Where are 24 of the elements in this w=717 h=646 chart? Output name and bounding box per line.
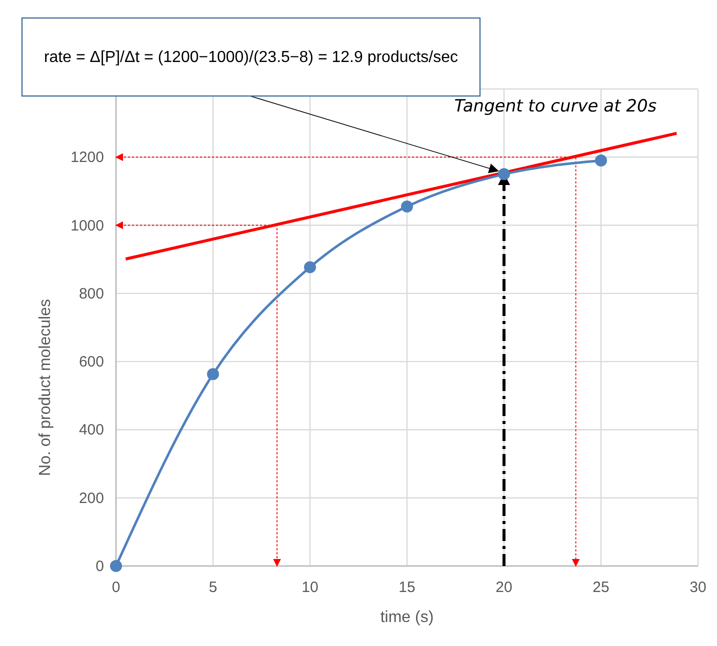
text: rate = Δ[P]/Δt = (1200−1000)/(23.5−8) = 12.9 products/sec	[44, 49, 458, 66]
point	[401, 200, 413, 213]
point	[110, 560, 122, 572]
x-tick-label: 30	[690, 579, 706, 596]
x-tick-label: 20	[496, 579, 512, 596]
x-tick-label: 25	[592, 579, 610, 596]
series-label: Tangent to curve at 20s	[454, 96, 657, 116]
x-tick-label: 0	[112, 579, 120, 596]
point	[304, 261, 316, 274]
point	[498, 168, 510, 180]
x-tick-label: 5	[208, 579, 218, 596]
point	[595, 154, 607, 167]
y-tick-label: 800	[78, 285, 104, 302]
y-tick-label: 600	[78, 354, 104, 371]
x-axis-title: time (s)	[380, 609, 434, 626]
y-tick-label: 1000	[70, 217, 104, 234]
x-tick-label: 10	[302, 579, 318, 596]
x-tick-label: 15	[398, 579, 416, 596]
point	[207, 368, 219, 380]
y-axis-title: No. of product molecules	[37, 299, 54, 476]
y-tick-label: 200	[78, 490, 104, 507]
y-tick-label: 1200	[70, 149, 104, 166]
y-tick-label: 400	[78, 422, 104, 439]
y-tick-label: 0	[96, 558, 104, 575]
